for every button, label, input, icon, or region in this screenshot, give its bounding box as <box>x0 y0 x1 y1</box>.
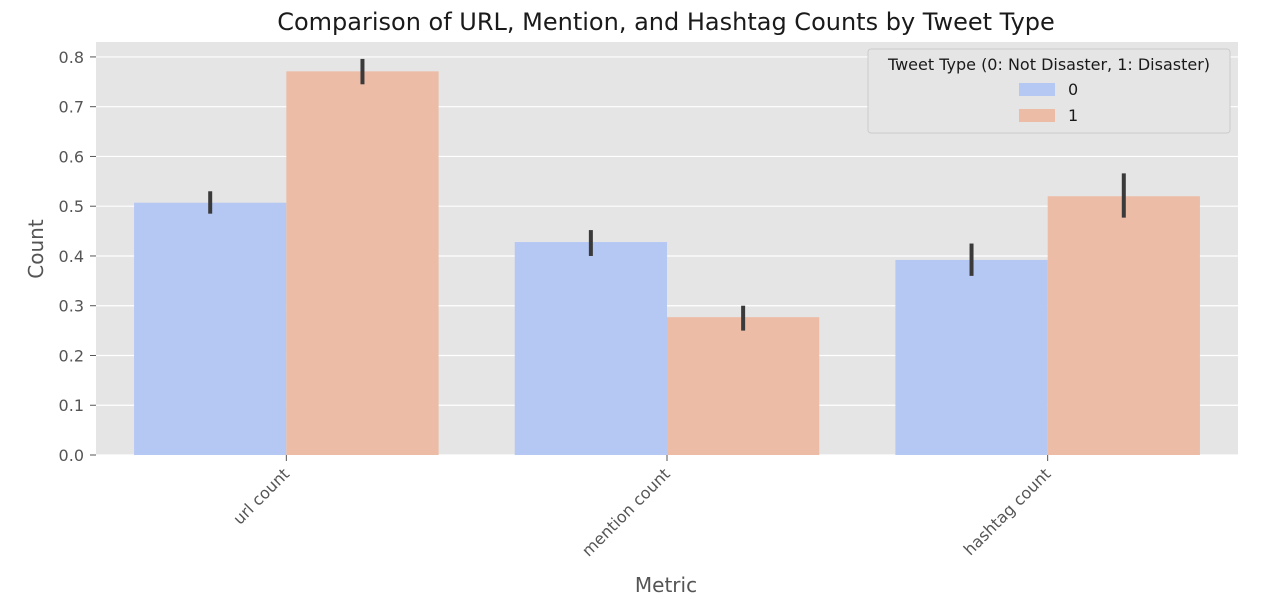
legend-label-0: 0 <box>1068 80 1078 99</box>
y-tick-label: 0.4 <box>59 247 84 266</box>
bars <box>134 71 1200 456</box>
bar-mention-count-series-0 <box>514 242 667 455</box>
legend-label-1: 1 <box>1068 106 1078 125</box>
y-tick-label: 0.6 <box>59 147 84 166</box>
x-axis-label: Metric <box>635 573 697 597</box>
y-tick-label: 0.1 <box>59 396 84 415</box>
bar-url-count-series-0 <box>134 202 287 455</box>
bar-hashtag-count-series-0 <box>895 259 1048 455</box>
legend-swatch-1 <box>1019 109 1055 122</box>
legend-swatch-0 <box>1019 83 1055 96</box>
legend: Tweet Type (0: Not Disaster, 1: Disaster… <box>867 48 1231 134</box>
x-tick-label: hashtag count <box>960 464 1055 559</box>
y-tick-label: 0.3 <box>59 297 84 316</box>
bar-hashtag-count-series-1 <box>1047 196 1200 456</box>
y-tick-label: 0.8 <box>59 48 84 67</box>
x-tick-label: url count <box>229 464 293 528</box>
y-tick-label: 0.7 <box>59 98 84 117</box>
y-axis-ticks: 0.0 0.1 0.2 0.3 0.4 0.5 0.6 0.7 0.8 <box>59 48 96 465</box>
y-tick-label: 0.2 <box>59 346 84 365</box>
x-tick-label: mention count <box>578 464 674 560</box>
chart-title: Comparison of URL, Mention, and Hashtag … <box>277 8 1055 36</box>
y-tick-label: 0.5 <box>59 197 84 216</box>
bar-url-count-series-1 <box>286 71 439 455</box>
error-bars <box>208 58 1126 331</box>
y-tick-label: 0.0 <box>59 446 84 465</box>
x-axis-ticks: url count mention count hashtag count <box>229 455 1054 560</box>
bar-mention-count-series-1 <box>667 317 820 455</box>
legend-title: Tweet Type (0: Not Disaster, 1: Disaster… <box>887 55 1210 74</box>
y-axis-label: Count <box>24 219 48 279</box>
legend-items: 01 <box>1019 80 1078 125</box>
